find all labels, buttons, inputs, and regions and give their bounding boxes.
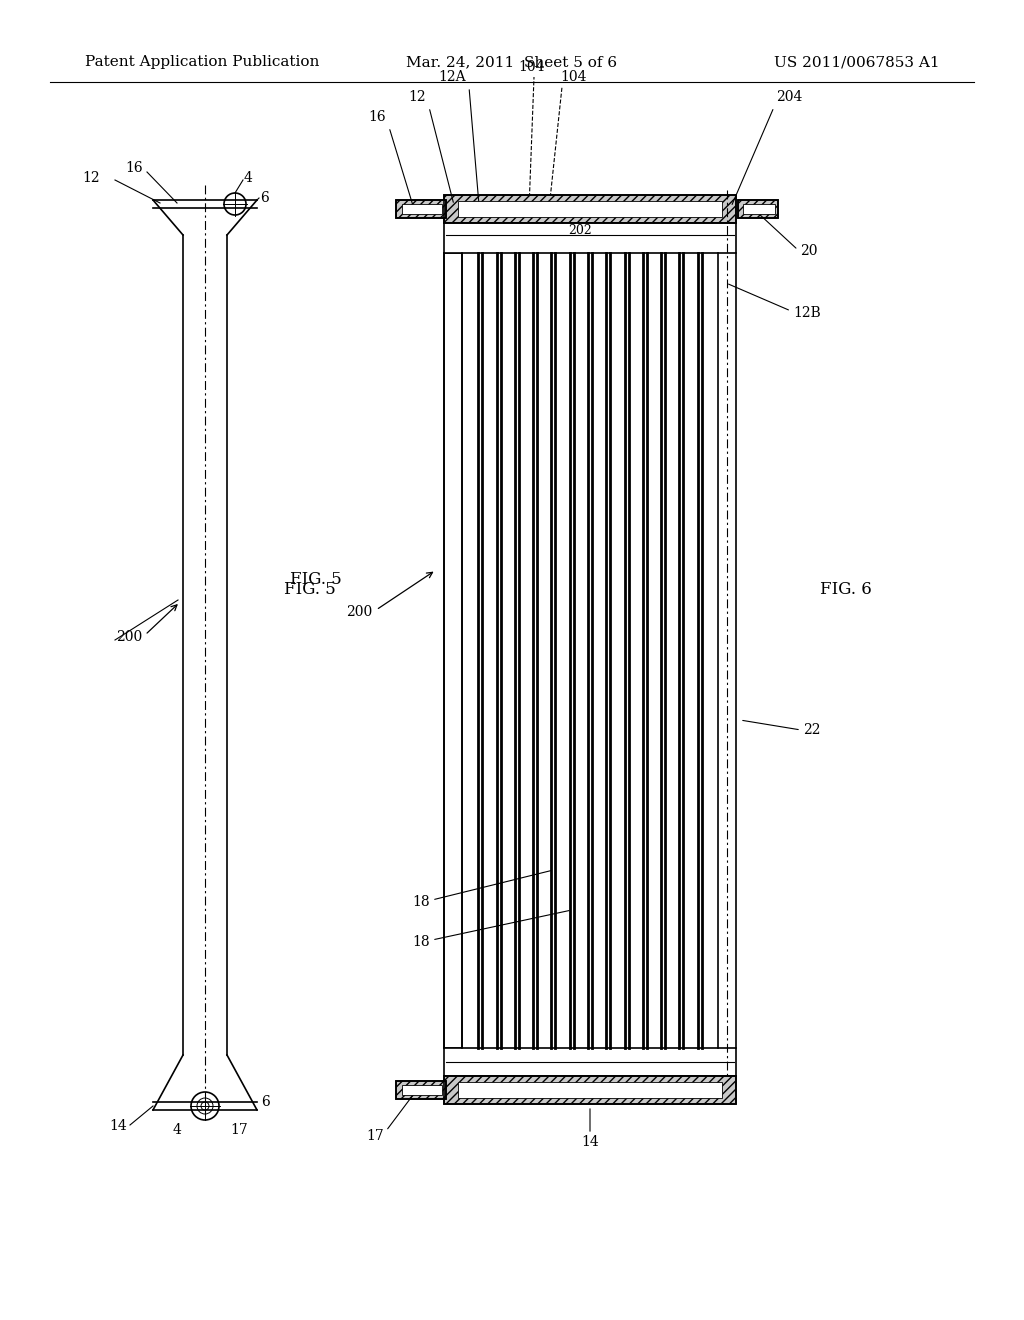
Text: Mar. 24, 2011  Sheet 5 of 6: Mar. 24, 2011 Sheet 5 of 6 — [407, 55, 617, 69]
Text: 14: 14 — [582, 1135, 599, 1148]
Text: 12: 12 — [82, 172, 100, 185]
Text: 18: 18 — [413, 895, 430, 909]
Text: 18: 18 — [413, 935, 430, 949]
Text: 6: 6 — [260, 191, 268, 205]
Bar — [396, 1081, 446, 1100]
Text: 4: 4 — [244, 172, 253, 185]
Text: 20: 20 — [800, 244, 817, 257]
Bar — [444, 1048, 736, 1076]
Bar — [396, 1081, 446, 1100]
Bar — [458, 1082, 722, 1098]
Bar — [738, 201, 778, 218]
Text: 202: 202 — [568, 224, 592, 238]
Text: 16: 16 — [369, 110, 386, 124]
Text: 17: 17 — [230, 1123, 248, 1137]
Text: 204: 204 — [776, 90, 803, 104]
Bar — [396, 201, 446, 218]
Text: 104: 104 — [560, 70, 587, 84]
Text: 17: 17 — [367, 1129, 384, 1143]
Text: FIG. 6: FIG. 6 — [820, 582, 871, 598]
Text: 22: 22 — [803, 723, 820, 737]
Text: 16: 16 — [125, 161, 143, 176]
Bar — [444, 195, 736, 223]
Text: 6: 6 — [261, 1096, 269, 1109]
Text: 200: 200 — [116, 630, 142, 644]
Text: 4: 4 — [173, 1123, 181, 1137]
Text: Patent Application Publication: Patent Application Publication — [85, 55, 319, 69]
Text: FIG. 5: FIG. 5 — [284, 582, 336, 598]
Text: FIG. 5: FIG. 5 — [290, 572, 342, 589]
Text: 104: 104 — [519, 59, 545, 74]
Bar — [444, 1076, 736, 1104]
Bar — [402, 1085, 442, 1096]
Text: 12: 12 — [409, 90, 426, 104]
Bar — [402, 205, 442, 214]
Bar — [444, 1076, 736, 1104]
Text: 12B: 12B — [793, 306, 821, 319]
Text: 14: 14 — [110, 1119, 127, 1133]
Bar — [444, 195, 736, 223]
Bar — [444, 223, 736, 253]
Bar — [738, 201, 778, 218]
Bar — [458, 201, 722, 216]
Bar — [396, 201, 446, 218]
Text: 200: 200 — [346, 605, 372, 619]
Bar — [743, 205, 775, 214]
Bar — [444, 253, 462, 1048]
Text: US 2011/0067853 A1: US 2011/0067853 A1 — [774, 55, 940, 69]
Text: 12A: 12A — [438, 70, 466, 84]
